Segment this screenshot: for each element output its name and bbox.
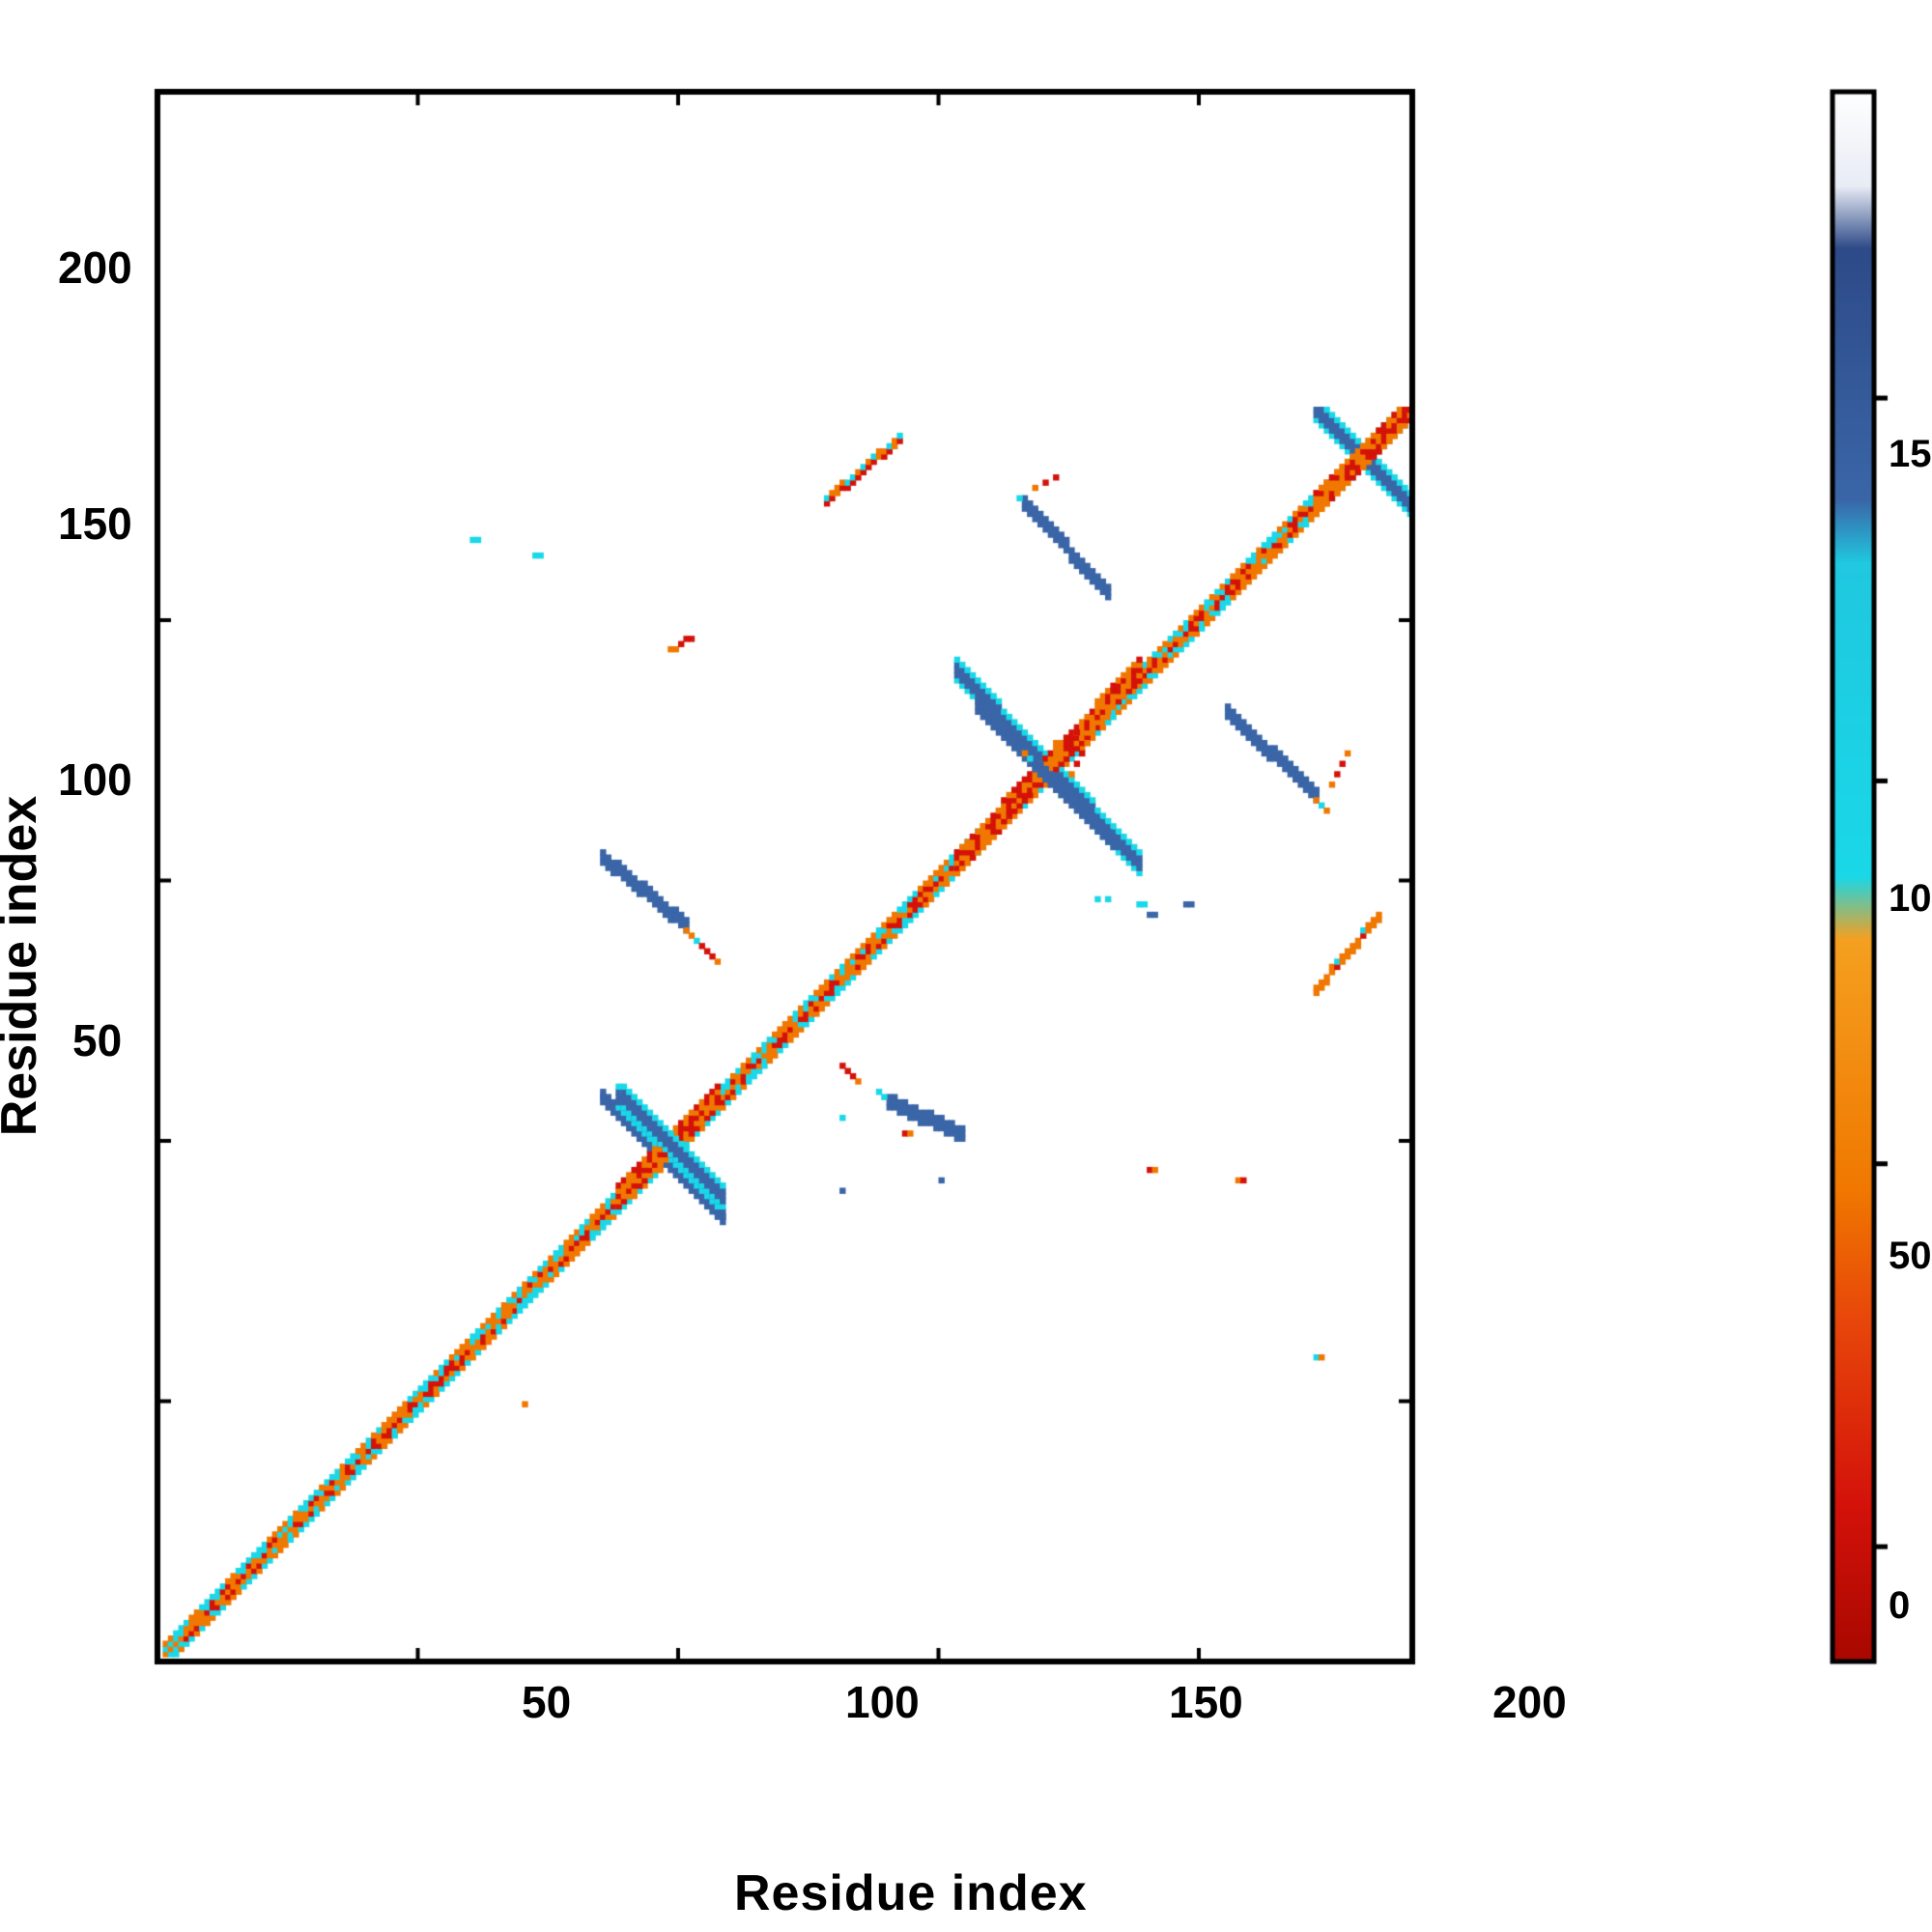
x-tick-200: 200 <box>1492 1676 1567 1728</box>
colorbar-tick-100: 100 <box>1889 877 1932 921</box>
x-tick-100: 100 <box>845 1676 920 1728</box>
x-tick-150: 150 <box>1169 1676 1243 1728</box>
y-tick-100: 100 <box>58 753 132 806</box>
contact-map-figure: Residue index Residue index 50 100 150 2… <box>0 0 1932 1932</box>
x-tick-50: 50 <box>522 1676 571 1728</box>
x-axis-title: Residue index <box>734 1864 1088 1922</box>
y-tick-50: 50 <box>72 1014 122 1066</box>
contact-map-canvas <box>0 0 1932 1932</box>
colorbar-tick-150: 150 <box>1889 433 1932 476</box>
y-axis-title: Residue index <box>0 796 48 1137</box>
y-tick-200: 200 <box>58 242 132 294</box>
y-tick-150: 150 <box>58 497 132 550</box>
colorbar-tick-50: 50 <box>1889 1235 1932 1278</box>
colorbar-tick-0: 0 <box>1889 1584 1910 1628</box>
